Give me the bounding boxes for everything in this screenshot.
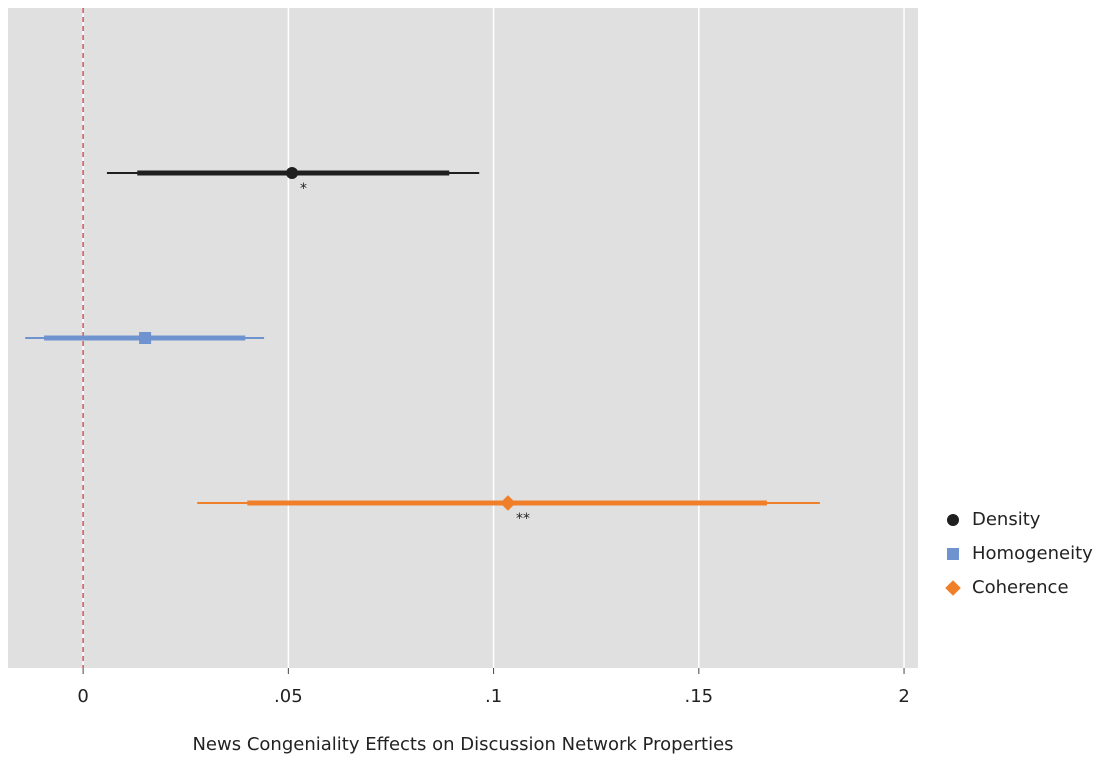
estimate-point: [286, 167, 299, 179]
estimate-point: [500, 495, 516, 511]
estimate-point: [139, 332, 152, 344]
legend-label: Density: [972, 509, 1041, 530]
x-tick-label: 0: [77, 686, 88, 707]
legend-marker: [947, 548, 959, 560]
legend-marker: [947, 514, 959, 526]
x-axis-label: News Congeniality Effects on Discussion …: [192, 734, 733, 755]
x-tick-label: .15: [684, 686, 713, 707]
x-tick-label: 2: [898, 686, 909, 707]
legend-label: Homogeneity: [972, 543, 1093, 564]
legend-label: Coherence: [972, 577, 1069, 598]
legend-marker: [945, 580, 961, 596]
x-tick-label: .05: [274, 686, 303, 707]
significance-label: **: [516, 511, 530, 527]
significance-label: *: [300, 181, 307, 197]
x-tick-label: .1: [485, 686, 502, 707]
